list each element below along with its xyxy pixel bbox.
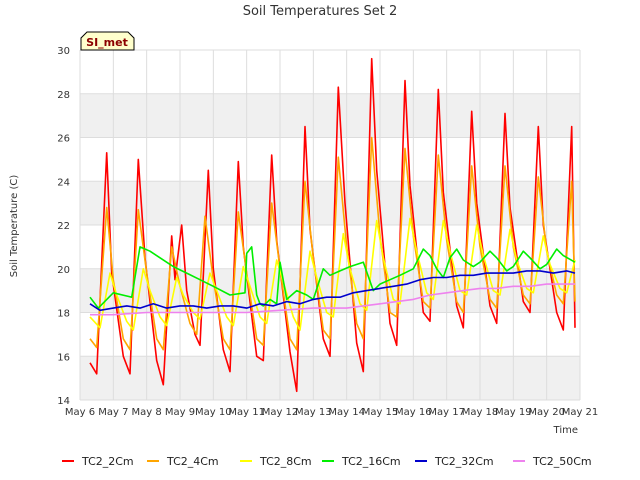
x-tick-label: May 14 — [328, 407, 365, 418]
series-line-tc2_50cm — [90, 283, 575, 316]
x-tick-label: May 19 — [495, 407, 532, 418]
legend-label: TC2_8Cm — [259, 455, 312, 468]
y-tick-label: 28 — [57, 90, 70, 101]
y-axis-ticks: 14 16 18 20 22 24 26 28 30 — [57, 46, 70, 407]
series-line-tc2_8cm — [89, 217, 576, 331]
legend-item-tc2_16cm: TC2_16Cm — [322, 455, 401, 468]
site-badge: SI_met — [80, 31, 135, 51]
legend-label: TC2_2Cm — [81, 455, 134, 468]
x-tick-label: May 20 — [528, 407, 565, 418]
legend-label: TC2_50Cm — [532, 455, 592, 468]
site-badge-label: SI_met — [86, 36, 128, 49]
legend: TC2_2Cm TC2_4Cm TC2_8Cm TC2_16Cm TC2_32Cm TC2… — [62, 455, 592, 468]
y-tick-label: 18 — [57, 309, 70, 320]
y-tick-label: 24 — [57, 177, 70, 188]
x-axis-label: Time — [553, 425, 578, 436]
x-tick-label: May 10 — [195, 407, 232, 418]
grid-lines — [79, 49, 581, 401]
background-band — [80, 93, 580, 138]
x-tick-label: May 11 — [228, 407, 265, 418]
y-tick-label: 26 — [57, 134, 70, 145]
legend-item-tc2_4cm: TC2_4Cm — [147, 455, 219, 468]
y-tick-label: 30 — [57, 46, 70, 57]
x-tick-label: May 16 — [395, 407, 432, 418]
legend-item-tc2_32cm: TC2_32Cm — [415, 455, 494, 468]
x-tick-label: May 13 — [295, 407, 332, 418]
chart-title: Soil Temperatures Set 2 — [243, 4, 398, 19]
x-tick-label: May 8 — [132, 407, 162, 418]
x-tick-label: May 9 — [165, 407, 195, 418]
x-tick-label: May 12 — [262, 407, 299, 418]
legend-item-tc2_8cm: TC2_8Cm — [240, 455, 312, 468]
series-line-tc2_32cm — [89, 270, 576, 312]
x-tick-label: May 7 — [98, 407, 128, 418]
series-line-tc2_2cm — [89, 57, 576, 393]
background-band — [80, 356, 580, 400]
background-band — [80, 181, 580, 225]
legend-label: TC2_4Cm — [166, 455, 219, 468]
data-lines — [89, 57, 576, 393]
x-tick-label: May 15 — [362, 407, 399, 418]
x-tick-label: May 18 — [462, 407, 499, 418]
y-tick-label: 20 — [57, 265, 70, 276]
x-tick-label: May 6 — [65, 407, 95, 418]
legend-item-tc2_2cm: TC2_2Cm — [62, 455, 134, 468]
x-tick-label: May 21 — [562, 407, 599, 418]
y-tick-label: 16 — [57, 352, 70, 363]
legend-label: TC2_16Cm — [341, 455, 401, 468]
legend-item-tc2_50cm: TC2_50Cm — [513, 455, 592, 468]
y-tick-label: 22 — [57, 221, 70, 232]
legend-label: TC2_32Cm — [434, 455, 494, 468]
y-tick-label: 14 — [57, 396, 70, 407]
x-tick-label: May 17 — [428, 407, 465, 418]
site-badge-box — [80, 31, 135, 51]
y-axis-label: Soil Temperature (C) — [9, 175, 20, 278]
series-line-tc2_16cm — [89, 246, 576, 309]
